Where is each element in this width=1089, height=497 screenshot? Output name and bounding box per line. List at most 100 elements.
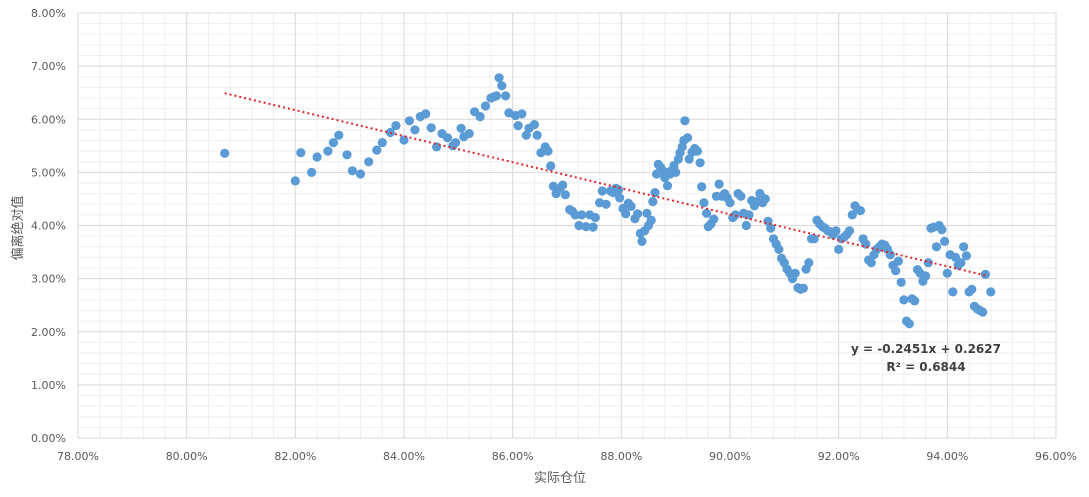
data-points bbox=[220, 73, 996, 329]
trendline-group bbox=[224, 92, 986, 277]
data-point bbox=[560, 190, 571, 200]
data-point bbox=[692, 146, 703, 156]
x-tick-label: 94.00% bbox=[926, 450, 968, 463]
y-axis-title: 偏离绝对值 bbox=[10, 195, 26, 260]
data-point bbox=[650, 188, 660, 198]
data-point bbox=[942, 268, 952, 278]
data-point bbox=[891, 266, 901, 276]
data-point bbox=[893, 256, 904, 266]
x-tick-label: 82.00% bbox=[274, 450, 316, 463]
data-point bbox=[669, 160, 679, 171]
data-point bbox=[480, 101, 491, 111]
data-point bbox=[798, 283, 809, 293]
y-tick-label: 2.00% bbox=[31, 326, 66, 339]
data-point bbox=[577, 210, 587, 220]
data-point bbox=[475, 112, 485, 122]
data-point bbox=[426, 123, 436, 133]
data-point bbox=[497, 81, 507, 91]
data-point bbox=[921, 271, 931, 281]
data-point bbox=[543, 146, 553, 156]
data-point bbox=[323, 146, 333, 156]
data-point bbox=[615, 193, 625, 203]
data-point bbox=[959, 242, 969, 252]
data-point bbox=[296, 148, 306, 158]
data-point bbox=[597, 186, 607, 196]
data-point bbox=[736, 191, 746, 201]
data-point bbox=[956, 258, 966, 268]
data-point bbox=[695, 158, 705, 168]
data-point bbox=[491, 91, 501, 101]
data-point bbox=[948, 287, 958, 297]
data-point bbox=[648, 197, 658, 207]
data-point bbox=[831, 226, 841, 236]
data-point bbox=[421, 109, 431, 119]
data-point bbox=[937, 225, 947, 235]
data-point bbox=[662, 181, 673, 191]
data-point bbox=[642, 208, 652, 218]
data-point bbox=[601, 199, 611, 209]
data-point bbox=[558, 180, 568, 190]
y-tick-label: 8.00% bbox=[31, 7, 66, 20]
x-tick-label: 90.00% bbox=[709, 450, 751, 463]
data-point bbox=[347, 166, 357, 176]
data-point bbox=[399, 135, 409, 145]
data-point bbox=[456, 123, 466, 133]
data-point bbox=[940, 236, 950, 246]
data-point bbox=[372, 145, 382, 155]
trendline-r-squared: R² = 0.6844 bbox=[886, 360, 965, 374]
data-point bbox=[702, 208, 712, 218]
y-tick-label: 0.00% bbox=[31, 432, 66, 445]
data-point bbox=[725, 198, 735, 208]
data-point bbox=[588, 222, 598, 232]
data-point bbox=[391, 121, 401, 131]
data-point bbox=[980, 269, 991, 279]
data-point bbox=[290, 176, 300, 186]
y-tick-label: 1.00% bbox=[31, 379, 66, 392]
data-point bbox=[432, 142, 442, 152]
data-point bbox=[614, 185, 624, 195]
data-point bbox=[714, 179, 724, 189]
data-point bbox=[697, 182, 707, 192]
data-point bbox=[899, 295, 909, 305]
data-point bbox=[804, 258, 814, 268]
data-point bbox=[855, 206, 866, 216]
x-tick-label: 80.00% bbox=[166, 450, 208, 463]
data-point bbox=[312, 152, 322, 162]
data-point bbox=[699, 198, 709, 208]
data-point bbox=[683, 133, 693, 143]
trendline bbox=[224, 92, 986, 277]
data-point bbox=[760, 194, 770, 204]
data-point bbox=[328, 138, 338, 148]
data-point bbox=[334, 130, 344, 140]
data-point bbox=[684, 154, 694, 164]
data-point bbox=[709, 214, 719, 224]
trendline-equation: y = -0.2451x + 0.2627 bbox=[851, 342, 1001, 356]
x-axis-tick-labels: 78.00% 80.00% 82.00% 84.00% 86.00% 88.00% 90.0… bbox=[57, 450, 1077, 463]
data-point bbox=[451, 138, 461, 148]
data-point bbox=[866, 258, 876, 268]
data-point bbox=[464, 129, 474, 139]
data-point bbox=[834, 244, 844, 254]
x-tick-label: 96.00% bbox=[1035, 450, 1077, 463]
x-tick-label: 84.00% bbox=[383, 450, 425, 463]
data-point bbox=[961, 251, 972, 261]
data-point bbox=[307, 167, 317, 177]
data-point bbox=[637, 236, 647, 246]
data-point bbox=[633, 209, 643, 219]
data-point bbox=[652, 169, 662, 179]
data-point bbox=[986, 287, 996, 297]
y-axis-tick-labels: 0.00% 1.00% 2.00% 3.00% 4.00% 5.00% 6.00% 7.00%… bbox=[31, 7, 66, 445]
x-axis-title: 实际仓位 bbox=[534, 471, 586, 486]
y-tick-label: 4.00% bbox=[31, 220, 66, 233]
y-tick-label: 6.00% bbox=[31, 113, 66, 126]
data-point bbox=[861, 239, 871, 249]
data-point bbox=[646, 215, 656, 225]
major-gridlines bbox=[77, 12, 1057, 439]
data-point bbox=[904, 319, 914, 329]
data-point bbox=[626, 201, 636, 211]
data-point bbox=[570, 210, 580, 220]
data-point bbox=[574, 220, 584, 231]
data-point bbox=[671, 167, 681, 177]
